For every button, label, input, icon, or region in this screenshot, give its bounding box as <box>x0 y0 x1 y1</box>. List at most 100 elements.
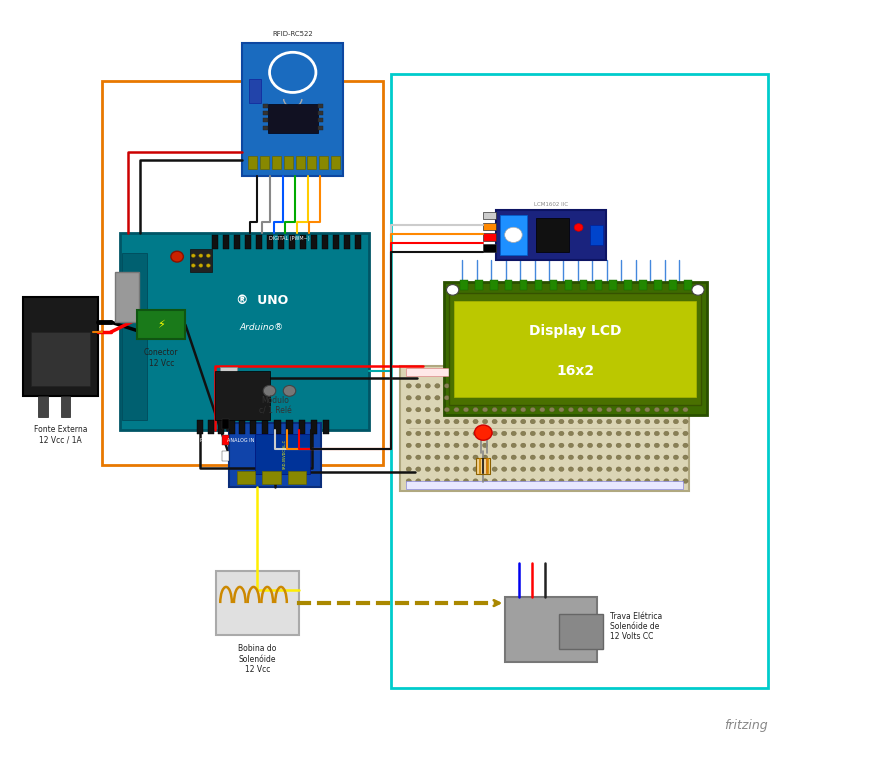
Circle shape <box>663 419 668 424</box>
Circle shape <box>520 408 525 412</box>
Circle shape <box>653 467 658 472</box>
Circle shape <box>653 431 658 436</box>
FancyBboxPatch shape <box>289 235 295 248</box>
Circle shape <box>615 419 621 424</box>
Circle shape <box>406 467 411 472</box>
Circle shape <box>539 479 544 483</box>
FancyBboxPatch shape <box>638 280 646 290</box>
FancyBboxPatch shape <box>122 253 147 421</box>
Circle shape <box>482 408 487 412</box>
Circle shape <box>415 395 421 400</box>
Circle shape <box>615 383 621 388</box>
Circle shape <box>673 383 678 388</box>
FancyBboxPatch shape <box>38 396 47 418</box>
Circle shape <box>463 383 468 388</box>
FancyBboxPatch shape <box>519 280 527 290</box>
Circle shape <box>539 408 544 412</box>
Circle shape <box>606 431 611 436</box>
FancyBboxPatch shape <box>318 118 322 122</box>
FancyBboxPatch shape <box>190 248 212 273</box>
FancyBboxPatch shape <box>255 235 262 248</box>
FancyBboxPatch shape <box>476 459 490 474</box>
FancyBboxPatch shape <box>496 210 605 260</box>
Circle shape <box>443 383 449 388</box>
Circle shape <box>606 443 611 447</box>
Circle shape <box>615 479 621 483</box>
FancyBboxPatch shape <box>594 280 601 290</box>
Circle shape <box>435 455 440 459</box>
FancyBboxPatch shape <box>260 156 269 169</box>
Circle shape <box>425 431 430 436</box>
Circle shape <box>539 467 544 472</box>
Circle shape <box>577 408 582 412</box>
FancyBboxPatch shape <box>137 310 185 339</box>
FancyBboxPatch shape <box>684 280 692 290</box>
Circle shape <box>644 431 649 436</box>
Circle shape <box>492 443 497 447</box>
Circle shape <box>558 408 564 412</box>
FancyBboxPatch shape <box>536 218 568 252</box>
Circle shape <box>549 383 554 388</box>
Circle shape <box>453 443 458 447</box>
Circle shape <box>191 264 195 267</box>
Circle shape <box>482 479 487 483</box>
Circle shape <box>587 383 592 388</box>
Circle shape <box>520 431 525 436</box>
Circle shape <box>510 408 515 412</box>
FancyBboxPatch shape <box>579 280 587 290</box>
Circle shape <box>539 395 544 400</box>
Circle shape <box>463 455 468 459</box>
FancyBboxPatch shape <box>333 235 339 248</box>
Circle shape <box>510 443 515 447</box>
FancyBboxPatch shape <box>222 419 229 429</box>
Circle shape <box>653 419 658 424</box>
Circle shape <box>415 443 421 447</box>
FancyBboxPatch shape <box>255 434 310 475</box>
Circle shape <box>529 383 535 388</box>
FancyBboxPatch shape <box>263 126 267 130</box>
Circle shape <box>606 455 611 459</box>
FancyBboxPatch shape <box>406 481 683 488</box>
Circle shape <box>691 284 703 295</box>
FancyBboxPatch shape <box>263 111 267 115</box>
Circle shape <box>510 383 515 388</box>
Circle shape <box>443 431 449 436</box>
Circle shape <box>482 443 487 447</box>
Circle shape <box>435 395 440 400</box>
FancyBboxPatch shape <box>249 79 261 103</box>
Circle shape <box>644 479 649 483</box>
FancyBboxPatch shape <box>220 367 237 395</box>
Circle shape <box>635 467 640 472</box>
Circle shape <box>568 479 573 483</box>
Circle shape <box>453 431 458 436</box>
Circle shape <box>510 431 515 436</box>
FancyBboxPatch shape <box>534 280 542 290</box>
Circle shape <box>435 431 440 436</box>
FancyBboxPatch shape <box>267 235 273 248</box>
FancyBboxPatch shape <box>399 366 688 491</box>
FancyBboxPatch shape <box>355 235 361 248</box>
Circle shape <box>482 467 487 472</box>
Circle shape <box>510 419 515 424</box>
Circle shape <box>682 455 687 459</box>
Circle shape <box>529 455 535 459</box>
Circle shape <box>577 383 582 388</box>
Circle shape <box>453 408 458 412</box>
FancyBboxPatch shape <box>311 235 317 248</box>
Circle shape <box>663 431 668 436</box>
Circle shape <box>653 443 658 447</box>
Circle shape <box>682 395 687 400</box>
FancyBboxPatch shape <box>284 156 292 169</box>
Circle shape <box>520 419 525 424</box>
FancyBboxPatch shape <box>669 280 677 290</box>
FancyBboxPatch shape <box>454 301 695 396</box>
Circle shape <box>568 443 573 447</box>
FancyBboxPatch shape <box>299 235 306 248</box>
Circle shape <box>635 419 640 424</box>
Circle shape <box>558 443 564 447</box>
Circle shape <box>615 408 621 412</box>
Circle shape <box>644 395 649 400</box>
FancyBboxPatch shape <box>489 280 497 290</box>
Circle shape <box>558 383 564 388</box>
Circle shape <box>606 395 611 400</box>
